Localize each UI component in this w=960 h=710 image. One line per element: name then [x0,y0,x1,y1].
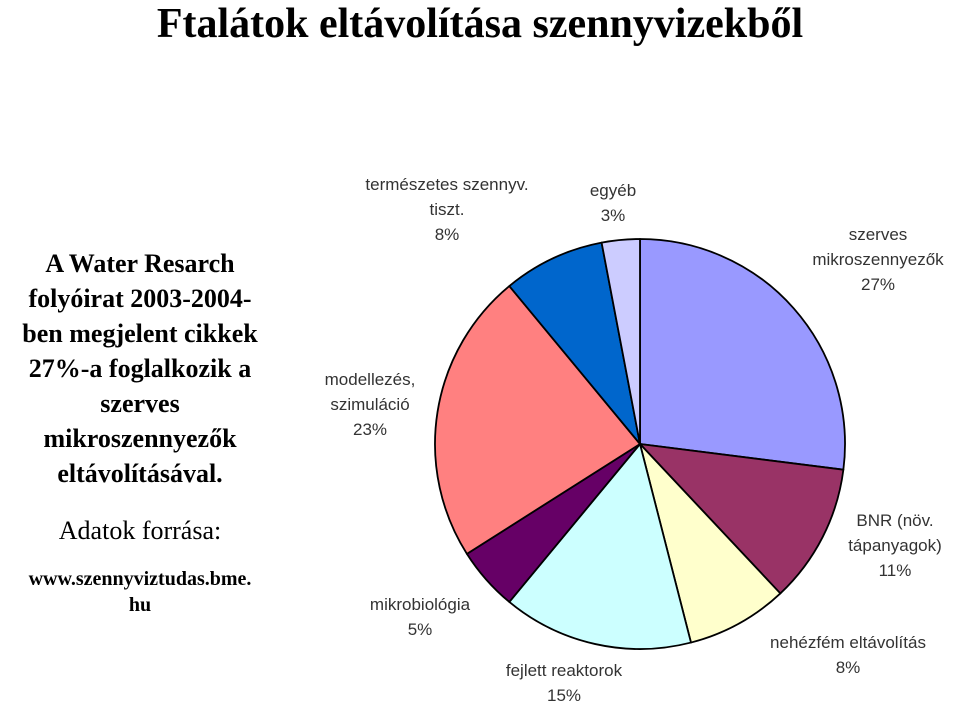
slice-value-label: 8% [836,658,861,677]
pie-slice [508,241,641,445]
description-line: mikroszennyezők [43,424,237,453]
description-line: 27%-a foglalkozik a [28,354,252,383]
slice-label: mikrobiológia 5% [370,595,471,639]
slice-name-label: tápanyagok) [848,536,942,555]
slice-name-label: BNR (növ. [856,511,933,530]
slice-name-label: egyéb [590,181,636,200]
description-line: szerves [100,389,180,418]
pie-slice [434,285,641,555]
slice-name-label: nehézfém eltávolítás [770,633,926,652]
slice-label: fejlett reaktorok 15% [506,661,623,705]
slice-label: nehézfém eltávolítás 8% [770,633,926,677]
slice-value-label: 15% [547,686,581,705]
description-line: eltávolításával. [57,459,223,488]
slice-label: BNR (növ. tápanyagok) 11% [848,511,942,580]
slice-value-label: 3% [601,206,626,225]
slice-value-label: 23% [353,420,387,439]
source-url-line: hu [128,594,152,616]
slide-title: Ftalátok eltávolítása szennyvizekből [156,1,804,47]
pie-slice [639,238,846,471]
slice-value-label: 11% [879,561,912,580]
source-url[interactable]: www.szennyviztudas.bme. hu [0,566,280,618]
slice-name-label: mikroszennyezők [812,250,944,269]
slice-label: természetes szennyv. tiszt. 8% [365,175,528,244]
slice-name-label: fejlett reaktorok [506,661,623,680]
slice-label: egyéb 3% [590,181,636,225]
slice-name-label: szerves [849,225,908,244]
slice-value-label: 8% [435,225,460,244]
slice-name-label: mikrobiológia [370,595,471,614]
slice-value-label: 5% [408,620,433,639]
pie-slice [600,238,641,445]
slice-name-label: modellezés, [325,370,416,389]
slice-name-label: tiszt. [430,200,465,219]
slice-name-label: természetes szennyv. [365,175,528,194]
slice-label: modellezés, szimuláció 23% [325,370,416,439]
pie-slice [508,443,692,650]
description-line: folyóirat 2003-2004- [28,284,252,313]
description-line: A Water Resarch [45,249,235,278]
pie-slice [639,443,845,595]
slice-name-label: szimuláció [330,395,409,414]
slice-value-label: 27% [861,275,895,294]
pie-slice [639,443,782,644]
description-text: A Water Resarch folyóirat 2003-2004- ben… [0,246,280,491]
slice-label: szerves mikroszennyezők 27% [812,225,944,294]
description-line: ben megjelent cikkek [22,319,258,348]
source-label: Adatok forrása: [58,516,222,545]
source-url-line: www.szennyviztudas.bme. [28,568,252,590]
